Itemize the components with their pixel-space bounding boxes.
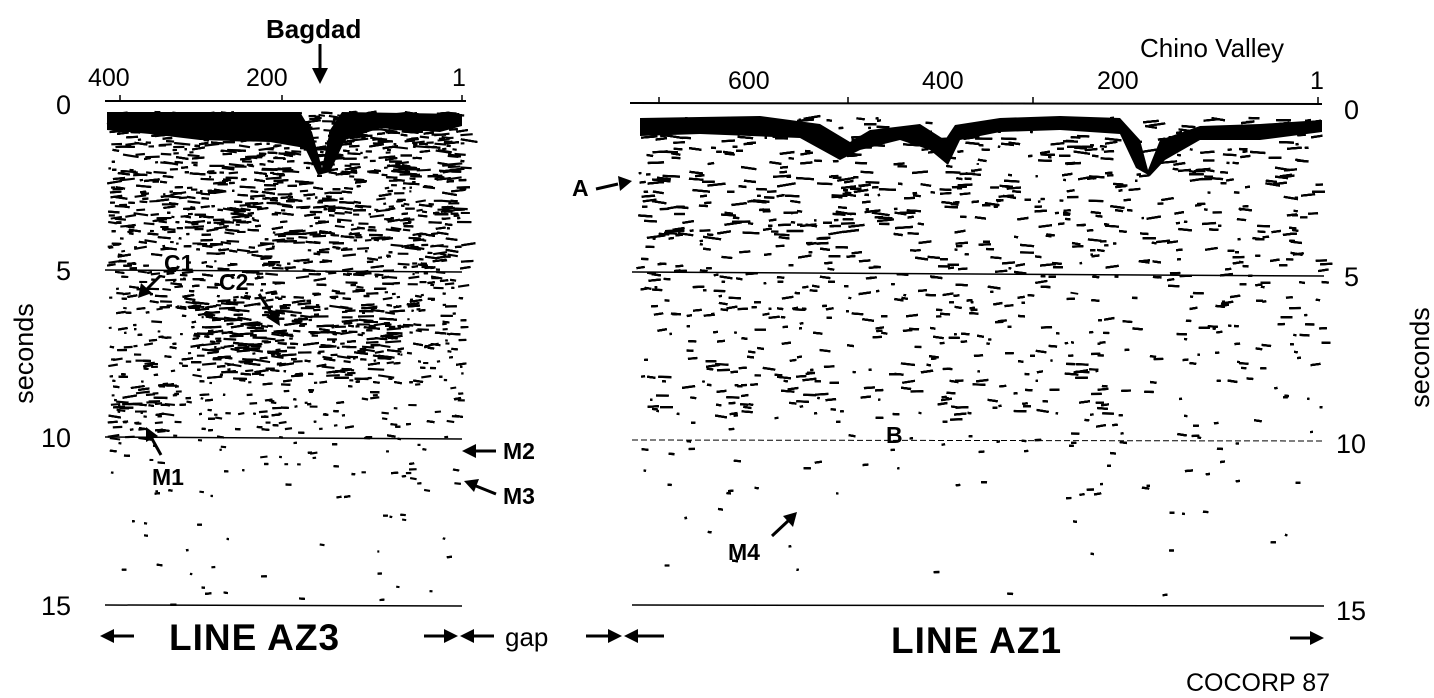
m1-arrow — [146, 427, 163, 456]
az1-time-line-10s — [631, 439, 1325, 442]
az1-time-tick-10: 10 — [1336, 429, 1367, 459]
az1-reflector — [638, 116, 1333, 596]
chino-valley-label: Chino Valley — [1140, 33, 1285, 63]
annotation-m2: M2 — [503, 438, 535, 464]
az1-axis-label: seconds — [1404, 307, 1434, 408]
az1-reflector — [636, 117, 1333, 597]
az1-left-arrow — [624, 629, 664, 643]
az1-reflector — [638, 114, 1329, 597]
az1-reflector — [639, 117, 1331, 555]
az3-time-line-5s — [104, 269, 463, 273]
az3-trace-tick-200: 200 — [246, 64, 288, 92]
az3-axis-label: seconds — [8, 303, 39, 404]
az1-seismic-section — [636, 114, 1333, 597]
az1-time-tick-0: 0 — [1344, 95, 1360, 125]
az1-reflector — [636, 117, 1333, 595]
az1-time-line-5s — [631, 271, 1325, 277]
annotation-c2: C2 — [219, 269, 249, 295]
az3-seismic-section — [106, 110, 478, 606]
az1-trace-tick-600: 600 — [728, 67, 770, 95]
credit-label: COCORP 87 — [1186, 669, 1331, 697]
az3-time-tick-10: 10 — [41, 423, 72, 453]
az3-reflector — [106, 111, 478, 595]
gap-left-arrow — [460, 629, 494, 643]
az1-right-arrow — [1290, 631, 1324, 645]
axes-and-arrows — [100, 44, 1325, 645]
az3-trace-tick-400: 400 — [88, 64, 130, 92]
az3-reflector — [106, 111, 478, 578]
az1-trace-tick-200: 200 — [1097, 67, 1139, 95]
az3-title: LINE AZ3 — [169, 617, 341, 658]
az3-time-tick-15: 15 — [41, 591, 72, 621]
annotation-a: A — [572, 175, 589, 201]
az1-time-tick-5: 5 — [1344, 262, 1360, 292]
az3-right-arrow — [424, 629, 458, 643]
az1-reflector — [641, 116, 1331, 596]
a-arrow — [595, 176, 632, 191]
az3-reflector — [108, 110, 474, 606]
az1-reflector — [636, 117, 1333, 595]
annotation-b: B — [886, 422, 903, 448]
m4-arrow — [770, 512, 797, 538]
annotation-m1: M1 — [152, 464, 184, 490]
az1-surface-band — [640, 116, 1322, 176]
az3-time-line-10s — [104, 436, 463, 440]
gap-right-arrow — [586, 629, 622, 643]
az1-time-line-15s — [631, 604, 1325, 607]
az1-time-tick-15: 15 — [1336, 596, 1367, 626]
bagdad-arrow — [312, 44, 328, 84]
az1-reflector — [638, 117, 1333, 595]
az1-reflector — [636, 115, 1333, 597]
az1-top-axis — [629, 102, 1323, 105]
az3-time-tick-0: 0 — [56, 90, 72, 120]
az3-surface-band — [107, 112, 462, 175]
az3-left-arrow — [100, 629, 134, 643]
az3-time-tick-5: 5 — [56, 256, 72, 286]
annotation-m4: M4 — [728, 539, 760, 565]
az1-reflector — [638, 117, 1333, 596]
az1-reflector — [638, 115, 1331, 574]
az1-trace-tick-400: 400 — [922, 67, 964, 95]
az1-reflector — [636, 115, 1329, 596]
m2-arrow — [462, 444, 496, 458]
m3-arrow — [464, 479, 497, 496]
az1-reflector — [638, 115, 1329, 596]
az1-reflector — [638, 116, 1333, 596]
az3-time-line-15s — [104, 604, 463, 607]
c2-arrow — [257, 293, 280, 326]
az1-trace-tick-1: 1 — [1310, 67, 1324, 95]
annotation-m3: M3 — [503, 483, 535, 509]
az1-title: LINE AZ1 — [891, 620, 1063, 661]
az1-reflector — [638, 116, 1333, 595]
c1-arrow — [138, 274, 162, 298]
annotation-c1: C1 — [164, 250, 194, 276]
bagdad-label: Bagdad — [266, 14, 362, 44]
az3-trace-tick-1: 1 — [452, 64, 466, 92]
gap-label: gap — [505, 622, 549, 652]
